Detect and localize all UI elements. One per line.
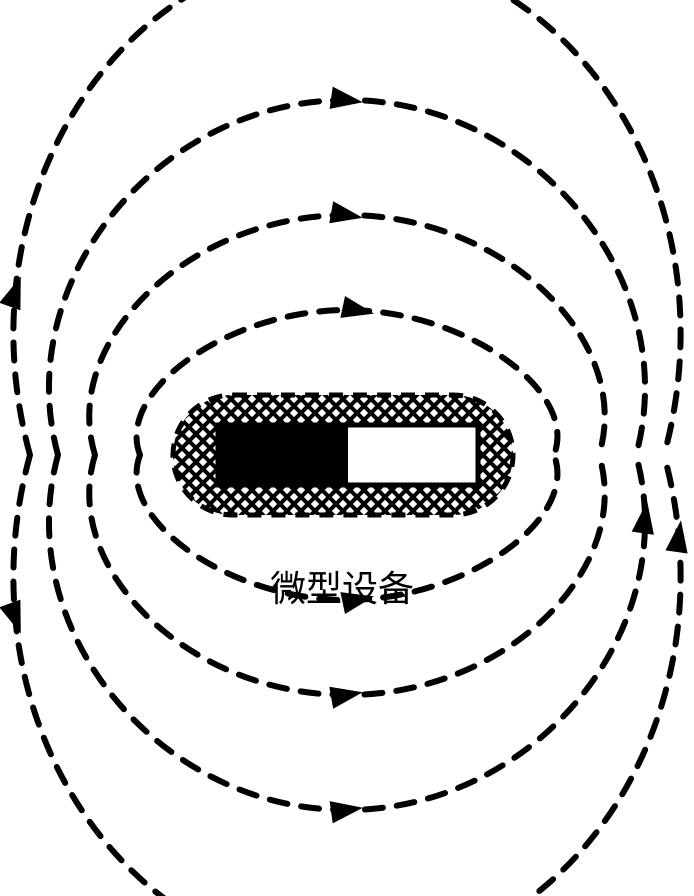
micro-device — [173, 395, 513, 515]
field-arrow — [329, 681, 364, 709]
field-arrow — [665, 519, 692, 554]
field-diagram — [0, 0, 694, 896]
field-arrow — [330, 797, 365, 824]
magnet-right-pole — [348, 425, 478, 485]
magnet-left-pole — [218, 425, 348, 485]
field-line-bot-outer — [13, 455, 680, 896]
field-arrow — [329, 201, 364, 229]
field-arrow — [330, 87, 365, 114]
field-line-top-outer — [13, 0, 680, 455]
device-label: 微型设备 — [270, 560, 414, 612]
